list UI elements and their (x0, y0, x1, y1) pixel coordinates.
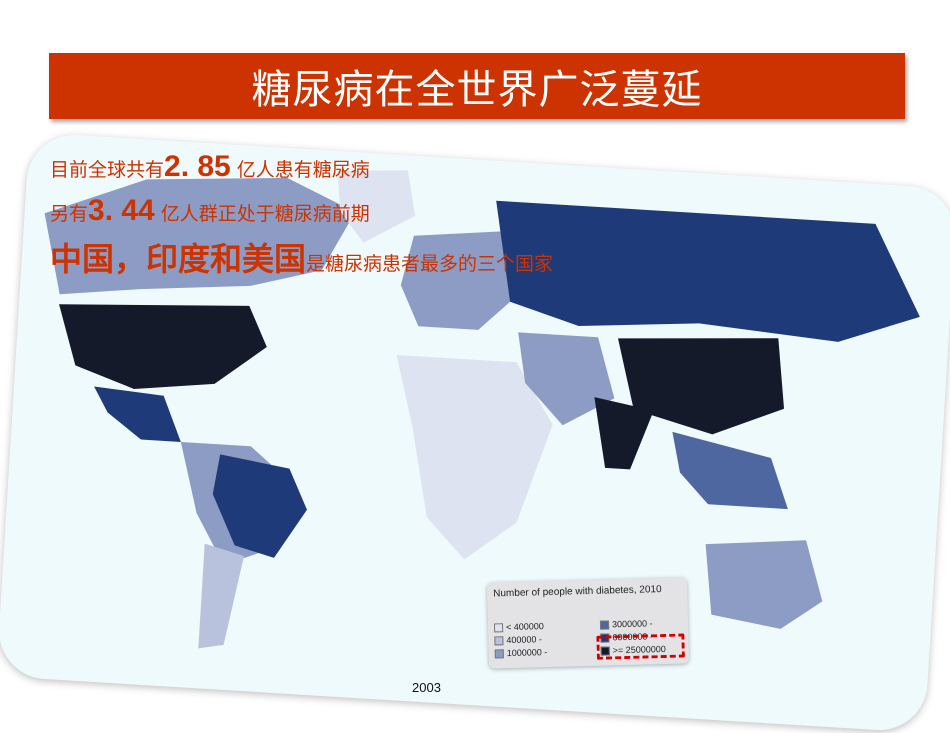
legend-swatch (599, 619, 610, 630)
stat-line-1: 目前全球共有2. 85 亿人患有糖尿病 (50, 150, 370, 183)
region-brazil (212, 454, 307, 558)
legend-item: 1000000 - (494, 647, 547, 658)
region-south-america-south (198, 543, 245, 649)
region-australia (705, 540, 823, 629)
source-note: 2003 (412, 680, 441, 695)
legend-swatch (494, 635, 504, 645)
world-diabetes-map (0, 132, 950, 733)
region-usa (59, 304, 267, 389)
legend-item: 400000 - (494, 634, 542, 645)
region-china (618, 338, 785, 435)
legend-item: < 400000 (493, 621, 544, 632)
region-europe (400, 231, 521, 330)
region-africa (396, 354, 553, 560)
stat-line-2: 另有3. 44 亿人群正处于糖尿病前期 (50, 194, 370, 227)
slide-title-bar: 糖尿病在全世界广泛蔓延 (49, 53, 905, 119)
legend-swatch (494, 648, 504, 658)
map-legend: Number of people with diabetes, 2010 < 4… (486, 577, 690, 669)
region-greenland (337, 170, 416, 243)
region-russia (496, 200, 920, 342)
slide-title: 糖尿病在全世界广泛蔓延 (251, 67, 703, 113)
region-canada (44, 177, 356, 295)
region-mexico (94, 386, 181, 442)
map-shapes (44, 170, 920, 649)
stat-line-3: 中国，印度和美国是糖尿病患者最多的三个国家 (50, 240, 554, 278)
legend-highlight (596, 633, 685, 660)
legend-swatch (493, 622, 504, 632)
legend-item: 3000000 - (599, 618, 653, 630)
region-southeast-asia (672, 431, 788, 510)
legend-title: Number of people with diabetes, 2010 (493, 584, 662, 600)
region-india (594, 397, 654, 470)
region-middle-east (518, 332, 615, 426)
